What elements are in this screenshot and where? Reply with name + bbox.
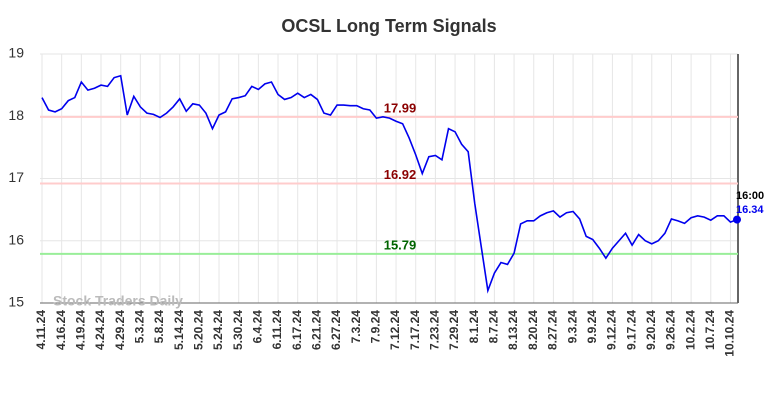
x-tick-label: 7.23.24 xyxy=(428,310,442,350)
x-tick-label: 8.20.24 xyxy=(526,310,540,350)
x-tick-label: 9.3.24 xyxy=(565,310,579,344)
x-tick-label: 8.27.24 xyxy=(546,310,560,350)
x-tick-label: 4.29.24 xyxy=(113,310,127,350)
reference-label: 15.79 xyxy=(384,237,417,252)
x-tick-label: 5.20.24 xyxy=(192,310,206,350)
x-tick-label: 9.17.24 xyxy=(624,310,638,350)
x-tick-label: 8.13.24 xyxy=(506,310,520,350)
x-tick-label: 8.7.24 xyxy=(487,310,501,344)
x-tick-label: 5.8.24 xyxy=(152,310,166,344)
x-tick-label: 9.20.24 xyxy=(644,310,658,350)
x-tick-label: 4.11.24 xyxy=(34,310,48,350)
x-tick-label: 10.10.24 xyxy=(723,310,737,357)
x-tick-label: 7.29.24 xyxy=(447,310,461,350)
x-tick-label: 8.1.24 xyxy=(467,310,481,344)
reference-label: 17.99 xyxy=(384,100,417,115)
x-tick-label: 4.16.24 xyxy=(54,310,68,350)
y-tick-label: 19 xyxy=(8,45,24,61)
x-tick-label: 4.19.24 xyxy=(74,310,88,350)
x-tick-label: 5.14.24 xyxy=(172,310,186,350)
x-tick-label: 6.17.24 xyxy=(290,310,304,350)
watermark: Stock Traders Daily xyxy=(53,293,183,309)
reference-label: 16.92 xyxy=(384,167,417,182)
x-tick-label: 10.7.24 xyxy=(703,310,717,350)
y-tick-label: 16 xyxy=(8,231,24,247)
x-tick-label: 5.24.24 xyxy=(211,310,225,350)
x-tick-label: 7.9.24 xyxy=(369,310,383,344)
y-tick-label: 15 xyxy=(8,294,24,310)
x-tick-label: 7.17.24 xyxy=(408,310,422,350)
x-tick-label: 9.26.24 xyxy=(664,310,678,350)
x-tick-label: 10.2.24 xyxy=(683,310,697,350)
last-point-time: 16:00 xyxy=(736,190,764,202)
x-tick-label: 4.24.24 xyxy=(93,310,107,350)
x-tick-label: 6.4.24 xyxy=(251,310,265,344)
x-tick-label: 6.27.24 xyxy=(329,310,343,350)
x-tick-label: 7.3.24 xyxy=(349,310,363,344)
chart-title: OCSL Long Term Signals xyxy=(281,16,496,36)
x-tick-label: 6.11.24 xyxy=(270,310,284,350)
y-tick-label: 18 xyxy=(8,107,24,123)
x-tick-label: 5.3.24 xyxy=(133,310,147,344)
x-tick-label: 7.12.24 xyxy=(388,310,402,350)
x-tick-label: 6.21.24 xyxy=(310,310,324,350)
last-point xyxy=(733,215,741,224)
x-tick-label: 5.30.24 xyxy=(231,310,245,350)
y-tick-label: 17 xyxy=(8,169,24,185)
x-tick-label: 9.9.24 xyxy=(585,310,599,344)
x-tick-label: 9.12.24 xyxy=(605,310,619,350)
line-series xyxy=(41,74,738,294)
last-point-value: 16.34 xyxy=(736,204,764,216)
